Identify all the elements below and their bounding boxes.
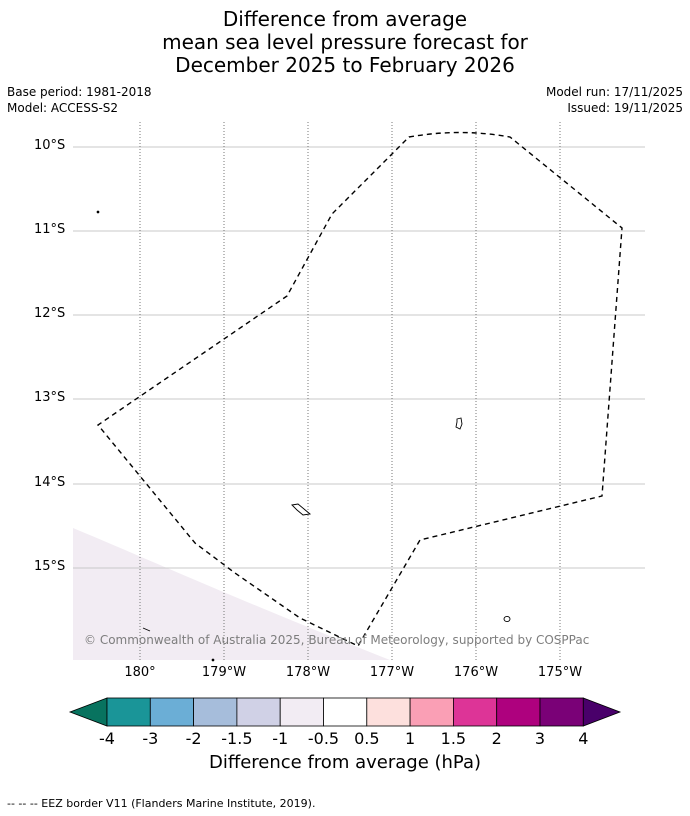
title-line-1: Difference from average <box>222 7 468 31</box>
island-southeast <box>503 615 511 623</box>
islet-south <box>211 658 215 662</box>
lon-label-175w: 175°W <box>537 665 583 680</box>
map-title: Difference from average mean sea level p… <box>0 8 690 77</box>
colorbar-tick-2: -3 <box>142 729 159 748</box>
colorbar-tick-12: 4 <box>578 729 589 748</box>
colorbar-segment-10 <box>496 697 541 727</box>
longitude-gridlines <box>139 122 561 660</box>
colorbar-tick-10: 2 <box>491 729 502 748</box>
colorbar-segment-8 <box>409 697 454 727</box>
meta-right: Model run: 17/11/2025 Issued: 19/11/2025 <box>546 84 683 116</box>
issued-date: Issued: 19/11/2025 <box>567 101 683 115</box>
lat-label-12s: 12°S <box>34 306 66 321</box>
colorbar <box>68 697 622 727</box>
meta-left: Base period: 1981-2018 Model: ACCESS-S2 <box>7 84 152 116</box>
copyright-notice: © Commonwealth of Australia 2025, Bureau… <box>84 633 590 647</box>
latitude-gridlines <box>73 146 645 569</box>
colorbar-tick-4: -1.5 <box>221 729 253 748</box>
colorbar-tick-11: 3 <box>534 729 546 748</box>
colorbar-tick-5: -1 <box>272 729 289 748</box>
island-east <box>455 417 463 430</box>
lat-label-11s: 11°S <box>34 222 66 237</box>
colorbar-tick-3: -2 <box>185 729 202 748</box>
colorbar-tick-9: 1.5 <box>440 729 467 748</box>
colorbar-tick-8: 1 <box>405 729 416 748</box>
island-central <box>291 503 312 516</box>
colorbar-tick-6: -0.5 <box>307 729 340 748</box>
colorbar-tick-1: -4 <box>99 729 115 748</box>
colorbar-segment-6 <box>323 697 368 727</box>
lat-label-14s: 14°S <box>34 475 66 490</box>
colorbar-segment-5 <box>279 697 324 727</box>
lat-label-10s: 10°S <box>34 138 66 153</box>
island-southwest <box>142 627 151 632</box>
colorbar-extend-low <box>68 697 108 727</box>
colorbar-segment-3 <box>193 697 238 727</box>
colorbar-segment-11 <box>539 697 584 727</box>
lon-label-176w: 176°W <box>453 665 499 680</box>
colorbar-extend-high <box>582 697 622 727</box>
lat-label-15s: 15°S <box>34 559 66 574</box>
title-line-2: mean sea level pressure forecast for <box>162 30 528 54</box>
lat-label-13s: 13°S <box>34 390 66 405</box>
colorbar-segment-1 <box>106 697 151 727</box>
lon-label-177w: 177°W <box>369 665 415 680</box>
eez-border <box>96 131 623 647</box>
islet-northwest <box>96 210 100 214</box>
colorbar-title: Difference from average (hPa) <box>208 752 482 773</box>
eez-legend-note: -- -- -- EEZ border V11 (Flanders Marine… <box>7 797 316 810</box>
colorbar-segment-4 <box>236 697 281 727</box>
anomaly-shaded-region <box>73 528 390 660</box>
lon-label-178w: 178°W <box>285 665 331 680</box>
colorbar-segment-2 <box>149 697 195 727</box>
title-line-3: December 2025 to February 2026 <box>175 53 515 77</box>
base-period: Base period: 1981-2018 <box>7 85 152 99</box>
model-name: Model: ACCESS-S2 <box>7 101 119 115</box>
colorbar-tick-7: 0.5 <box>354 729 380 748</box>
model-run: Model run: 17/11/2025 <box>545 85 683 99</box>
lon-label-180: 180° <box>124 665 156 680</box>
lon-label-179w: 179°W <box>201 665 247 680</box>
islands <box>96 210 511 662</box>
colorbar-segment-7 <box>366 697 411 727</box>
colorbar-segment-9 <box>452 697 498 727</box>
